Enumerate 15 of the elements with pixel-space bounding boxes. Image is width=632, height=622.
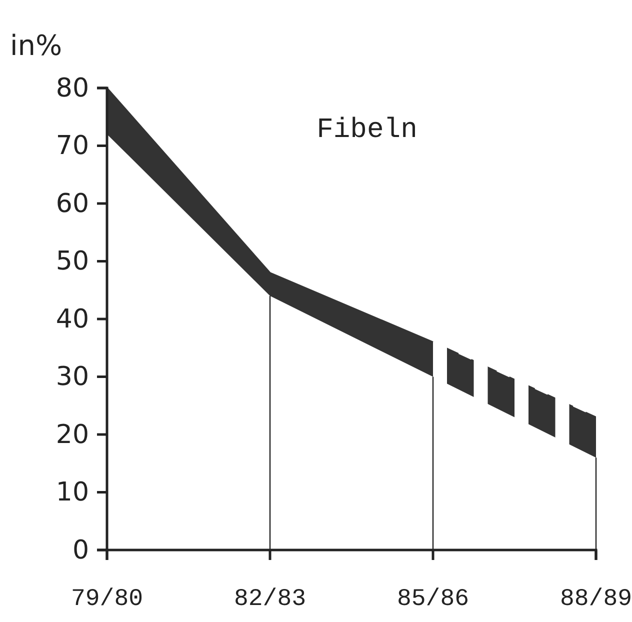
x-tick-label: 85/86 [396, 586, 470, 614]
y-tick-label: 10 [56, 478, 89, 508]
x-tick-label: 79/80 [70, 586, 144, 614]
x-tick-label: 82/83 [234, 586, 306, 614]
y-tick-label: 20 [56, 420, 89, 450]
y-tick-label: 50 [56, 246, 89, 277]
y-tick-label: 70 [56, 131, 89, 162]
y-tick-label: 80 [56, 73, 89, 104]
y-tick-label: 40 [56, 304, 89, 334]
x-tick-label: 88/89 [560, 586, 632, 614]
y-axis-title: in% [10, 29, 62, 62]
y-tick-label: 60 [56, 188, 89, 219]
text: Fibeln [316, 115, 418, 146]
y-tick-label: 30 [56, 362, 89, 392]
y-tick-label: 0 [72, 535, 89, 566]
